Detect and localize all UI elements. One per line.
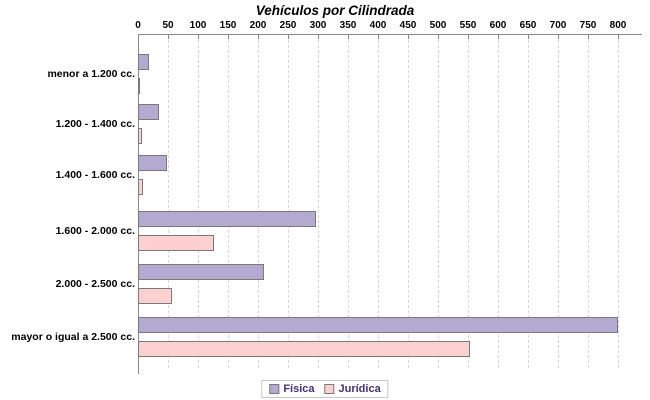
gridline	[228, 35, 229, 368]
category-label: 1.200 - 1.400 cc.	[55, 117, 135, 130]
gridline	[498, 35, 499, 368]
axis-tick	[138, 35, 139, 39]
category-label: 2.000 - 2.500 cc.	[55, 277, 135, 290]
axis-tick	[348, 35, 349, 39]
gridline	[198, 35, 199, 368]
category-label: 1.600 - 2.000 cc.	[55, 224, 135, 237]
gridline	[588, 35, 589, 368]
axis-tick	[528, 35, 529, 39]
fisica-bar	[138, 264, 264, 280]
tick-label: 100	[189, 20, 207, 31]
gridline	[558, 35, 559, 368]
legend-label-fisica: Física	[283, 383, 315, 395]
gridline	[528, 35, 529, 368]
axis-tick	[378, 35, 379, 39]
juridica-bar	[138, 179, 143, 195]
legend-item-fisica: Física	[269, 383, 315, 395]
axis-tick	[498, 35, 499, 39]
fisica-bar	[138, 211, 317, 227]
tick-label: 400	[369, 20, 387, 31]
tick-label: 450	[399, 20, 417, 31]
gridline	[468, 35, 469, 368]
tick-label: 650	[519, 20, 537, 31]
tick-label: 700	[549, 20, 567, 31]
category-label: 1.400 - 1.600 cc.	[55, 168, 135, 181]
gridline	[168, 35, 169, 368]
axis-tick	[228, 35, 229, 39]
gridline	[318, 35, 319, 368]
value-axis-line	[138, 34, 642, 35]
juridica-bar	[138, 128, 142, 144]
tick-label: 350	[339, 20, 357, 31]
axis-tick	[258, 35, 259, 39]
category-axis-line	[138, 34, 139, 374]
axis-tick	[168, 35, 169, 39]
juridica-bar	[138, 288, 173, 304]
gridline	[618, 35, 619, 368]
tick-label: 550	[459, 20, 477, 31]
axis-tick	[198, 35, 199, 39]
axis-tick	[558, 35, 559, 39]
gridline	[348, 35, 349, 368]
juridica-bar	[138, 235, 215, 251]
tick-label: 300	[309, 20, 327, 31]
tick-label: 150	[219, 20, 237, 31]
category-label: mayor o igual a 2.500 cc.	[11, 330, 135, 343]
axis-tick	[618, 35, 619, 39]
axis-tick	[318, 35, 319, 39]
fisica-bar	[138, 54, 150, 70]
gridline	[438, 35, 439, 368]
tick-label: 500	[429, 20, 447, 31]
gridline	[408, 35, 409, 368]
fisica-bar	[138, 155, 167, 171]
axis-tick	[408, 35, 409, 39]
category-label: menor a 1.200 cc.	[47, 67, 135, 80]
gridline	[378, 35, 379, 368]
legend-item-juridica: Jurídica	[324, 383, 381, 395]
tick-label: 200	[249, 20, 267, 31]
legend-label-juridica: Jurídica	[338, 383, 381, 395]
axis-tick	[468, 35, 469, 39]
tick-label: 0	[135, 20, 141, 31]
tick-label: 50	[162, 20, 174, 31]
tick-label: 600	[489, 20, 507, 31]
axis-tick	[588, 35, 589, 39]
chart-title: Vehículos por Cilindrada	[255, 3, 415, 18]
fisica-bar	[138, 104, 159, 120]
fisica-swatch-icon	[269, 384, 280, 394]
tick-label: 750	[579, 20, 597, 31]
axis-tick	[288, 35, 289, 39]
tick-label: 800	[609, 20, 627, 31]
gridline	[288, 35, 289, 368]
juridica-bar	[138, 78, 140, 94]
juridica-bar	[138, 341, 471, 357]
fisica-bar	[138, 317, 618, 333]
juridica-swatch-icon	[324, 384, 335, 394]
axis-tick	[438, 35, 439, 39]
tick-label: 250	[279, 20, 297, 31]
legend: Física Jurídica	[261, 380, 389, 398]
gridline	[258, 35, 259, 368]
